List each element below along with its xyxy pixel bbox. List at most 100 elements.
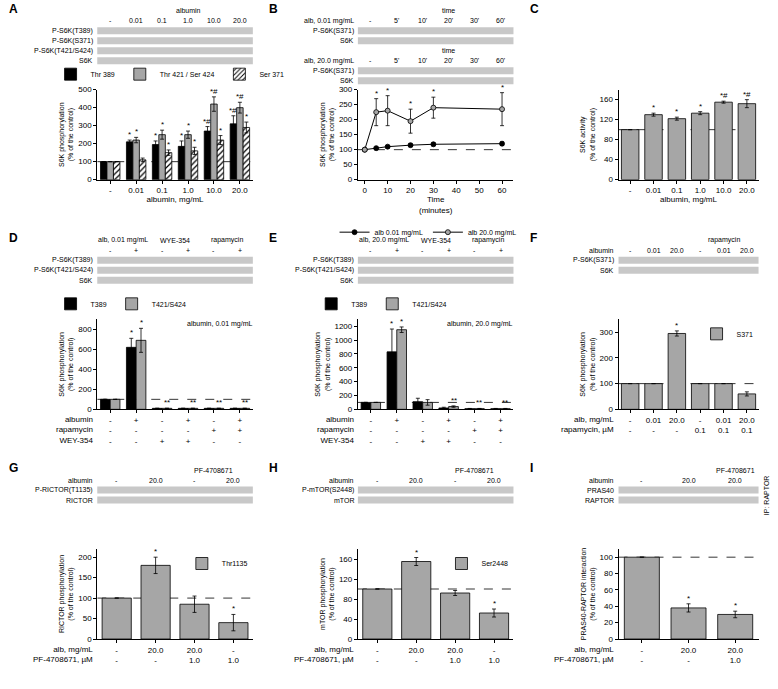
svg-text:120: 120 xyxy=(339,575,353,584)
svg-text:+: + xyxy=(238,247,242,254)
svg-text:Time(minutes): Time(minutes) xyxy=(419,195,453,214)
svg-text:20.0: 20.0 xyxy=(739,186,755,195)
svg-text:--: -- xyxy=(115,646,118,665)
svg-text:+-+: +-+ xyxy=(186,416,191,446)
svg-text:time: time xyxy=(442,47,455,54)
svg-text:10': 10' xyxy=(418,57,427,64)
svg-text:T389: T389 xyxy=(91,301,107,308)
svg-text:**: ** xyxy=(242,398,248,407)
svg-text:800: 800 xyxy=(339,350,353,359)
svg-text:albumin: albumin xyxy=(589,247,614,254)
svg-text:20.0: 20.0 xyxy=(728,477,742,484)
svg-text:30: 30 xyxy=(429,186,438,195)
svg-text:A: A xyxy=(9,2,18,16)
svg-text:albumin: albumin xyxy=(589,477,614,484)
svg-text:60: 60 xyxy=(604,586,613,595)
svg-text:WYE-354: WYE-354 xyxy=(421,237,451,244)
svg-text:rapamycin: rapamycin xyxy=(708,236,740,244)
svg-text:*: * xyxy=(167,140,170,149)
svg-text:250: 250 xyxy=(339,100,353,109)
svg-text:200: 200 xyxy=(78,139,92,148)
svg-text:-: - xyxy=(369,57,372,64)
svg-text:-: - xyxy=(629,186,632,195)
svg-text:300: 300 xyxy=(339,85,353,94)
svg-text:*: * xyxy=(135,127,138,136)
svg-text:100: 100 xyxy=(600,379,614,388)
svg-text:-: - xyxy=(473,247,476,254)
svg-text:0.01-: 0.01- xyxy=(646,416,662,435)
svg-text:+: + xyxy=(186,247,190,254)
svg-text:++-: ++- xyxy=(238,416,243,446)
svg-text:20.0: 20.0 xyxy=(232,186,248,195)
svg-text:20.01.0: 20.01.0 xyxy=(727,646,743,665)
svg-text:albumin, 0.01 mg/mL: albumin, 0.01 mg/mL xyxy=(187,320,252,328)
svg-text:S6K phosphorylation(% of the c: S6K phosphorylation(% of the control) xyxy=(580,332,597,397)
svg-text:---: --- xyxy=(370,416,373,446)
svg-text:0.01: 0.01 xyxy=(717,247,731,254)
svg-text:rapamycin: rapamycin xyxy=(211,236,243,244)
svg-text:*: * xyxy=(734,601,737,610)
svg-text:S6K: S6K xyxy=(79,57,93,64)
svg-text:150: 150 xyxy=(78,573,92,582)
svg-text:0: 0 xyxy=(348,405,353,414)
svg-text:-: - xyxy=(640,477,643,484)
svg-text:*: * xyxy=(140,318,143,327)
svg-text:*: * xyxy=(130,328,133,337)
svg-text:20.00.1: 20.00.1 xyxy=(739,416,755,435)
svg-text:*: * xyxy=(232,604,235,613)
svg-text:20: 20 xyxy=(406,186,415,195)
svg-text:albumin: albumin xyxy=(329,477,354,484)
svg-text:-: - xyxy=(369,17,372,24)
svg-text:20.0-: 20.0- xyxy=(408,646,424,665)
svg-text:RAPTOR: RAPTOR xyxy=(585,497,614,504)
svg-text:200: 200 xyxy=(78,553,92,562)
svg-text:P-RICTOR(T1135): P-RICTOR(T1135) xyxy=(35,486,93,494)
svg-text:*: * xyxy=(699,102,702,111)
svg-text:PRAS40: PRAS40 xyxy=(587,487,614,494)
svg-text:0: 0 xyxy=(608,405,613,414)
svg-text:*: * xyxy=(154,131,157,140)
svg-text:30': 30' xyxy=(470,57,479,64)
svg-text:P-S6K(S371): P-S6K(S371) xyxy=(313,67,354,75)
svg-text:5': 5' xyxy=(394,57,399,64)
svg-text:0: 0 xyxy=(87,635,92,644)
svg-text:-1.0: -1.0 xyxy=(228,646,240,665)
svg-text:S6K activity(% of the control): S6K activity(% of the control) xyxy=(580,108,597,161)
svg-text:+: + xyxy=(499,247,503,254)
svg-text:T421/S424: T421/S424 xyxy=(152,301,186,308)
svg-text:P-S6K(T389): P-S6K(T389) xyxy=(313,256,354,264)
svg-text:10.0: 10.0 xyxy=(716,186,732,195)
svg-text:*: * xyxy=(375,89,378,98)
svg-text:*#: *# xyxy=(720,91,728,100)
svg-text:50: 50 xyxy=(475,186,484,195)
svg-text:100: 100 xyxy=(339,145,353,154)
svg-text:albumin: albumin xyxy=(68,477,93,484)
svg-text:10: 10 xyxy=(383,186,392,195)
svg-text:*: * xyxy=(675,321,678,330)
svg-text:20.0-: 20.0- xyxy=(669,416,685,435)
svg-text:P-S6K(T389): P-S6K(T389) xyxy=(52,256,93,264)
svg-text:0.01: 0.01 xyxy=(128,186,144,195)
svg-text:20.0: 20.0 xyxy=(487,477,501,484)
svg-text:*: * xyxy=(675,107,678,116)
svg-text:40: 40 xyxy=(343,615,352,624)
svg-text:100: 100 xyxy=(600,553,614,562)
svg-text:0: 0 xyxy=(87,175,92,184)
svg-text:1.0: 1.0 xyxy=(182,186,194,195)
svg-text:30': 30' xyxy=(470,17,479,24)
svg-text:800: 800 xyxy=(78,325,92,334)
svg-text:10.0: 10.0 xyxy=(206,186,222,195)
svg-text:S6K: S6K xyxy=(79,277,93,284)
svg-text:alb, mg/mLPF-4708671, µM: alb, mg/mLPF-4708671, µM xyxy=(554,645,614,664)
svg-text:Thr1135: Thr1135 xyxy=(222,560,248,567)
svg-text:200: 200 xyxy=(339,115,353,124)
svg-text:1.0: 1.0 xyxy=(183,17,193,24)
svg-text:-: - xyxy=(212,247,215,254)
svg-text:---: --- xyxy=(109,416,112,446)
svg-text:**: ** xyxy=(476,398,482,407)
svg-text:Ser2448: Ser2448 xyxy=(481,560,508,567)
svg-text:50: 50 xyxy=(343,160,352,169)
svg-text:*#: *# xyxy=(203,117,211,126)
svg-text:*: * xyxy=(154,547,157,556)
svg-text:**: ** xyxy=(502,398,508,407)
